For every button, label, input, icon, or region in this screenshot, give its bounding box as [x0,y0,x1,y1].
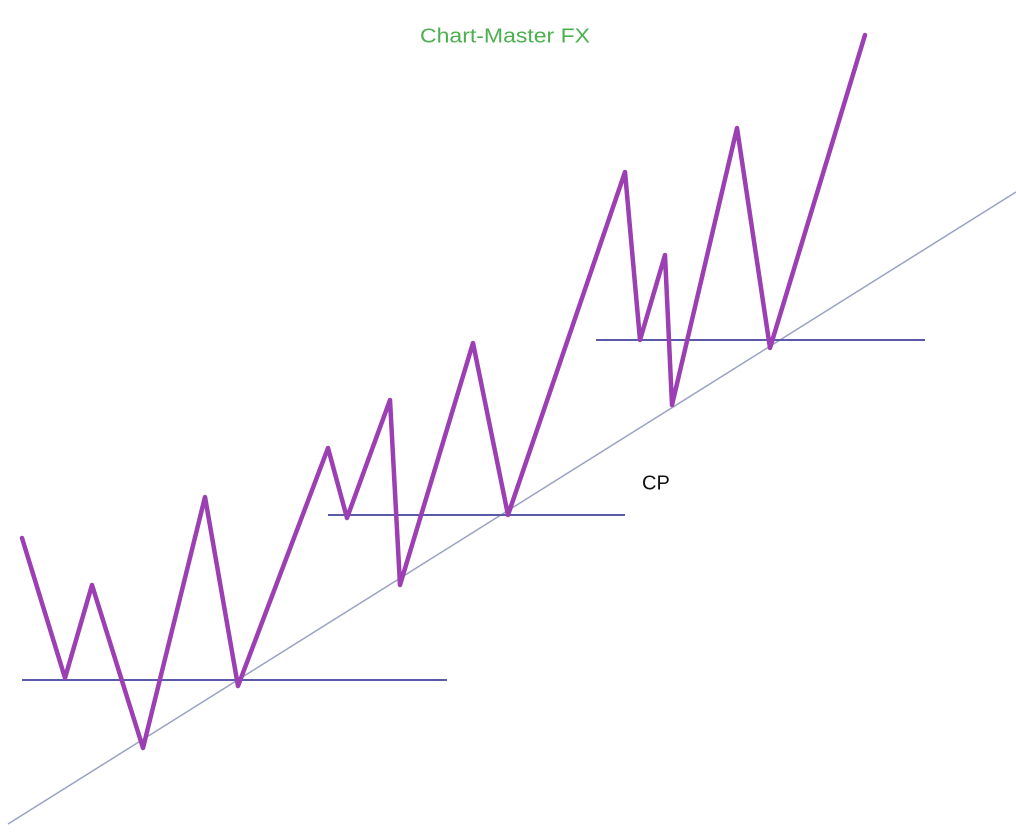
title: Chart-Master FX [420,25,590,47]
cp-label: CP [642,472,670,494]
price-zigzag [19,32,868,751]
